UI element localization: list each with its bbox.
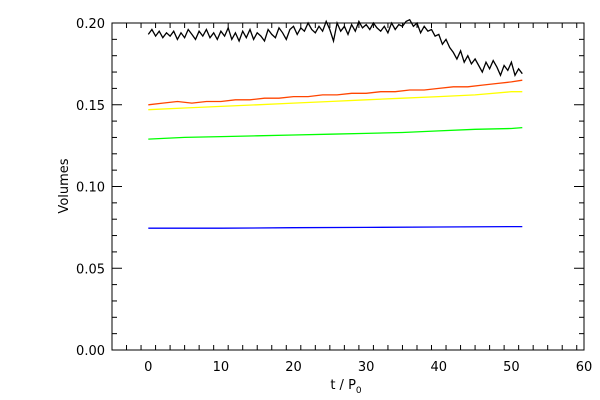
y-axis-label: Volumes bbox=[57, 158, 72, 213]
x-tick-label: 60 bbox=[576, 360, 593, 375]
x-tick-label: 20 bbox=[285, 360, 302, 375]
y-tick-label: 0.00 bbox=[76, 344, 105, 359]
x-tick-label: 10 bbox=[213, 360, 230, 375]
x-tick-label: 50 bbox=[503, 360, 520, 375]
y-tick-label: 0.05 bbox=[76, 262, 105, 277]
series-line-4 bbox=[148, 126, 523, 140]
ticks-layer bbox=[111, 22, 584, 351]
x-tick-label: 30 bbox=[358, 360, 375, 375]
series-line-3 bbox=[148, 91, 523, 111]
series-line-1 bbox=[147, 18, 523, 78]
y-tick-label: 0.10 bbox=[76, 181, 105, 196]
x-axis-label: t / P0 bbox=[330, 378, 362, 396]
plot-frame bbox=[111, 22, 585, 351]
series-line-2 bbox=[148, 79, 523, 106]
x-tick-label: 40 bbox=[430, 360, 447, 375]
y-tick-label: 0.15 bbox=[76, 99, 105, 114]
series-layer bbox=[147, 18, 523, 229]
y-tick-label: 0.20 bbox=[76, 17, 105, 32]
tick-labels-layer: 0 10 20 30 40 50 60 0.00 0.05 0.10 0.15 0.20 bbox=[76, 17, 592, 375]
x-axis-label-subscript: 0 bbox=[356, 386, 362, 396]
series-line-5 bbox=[148, 225, 523, 229]
x-tick-label: 0 bbox=[144, 360, 152, 375]
